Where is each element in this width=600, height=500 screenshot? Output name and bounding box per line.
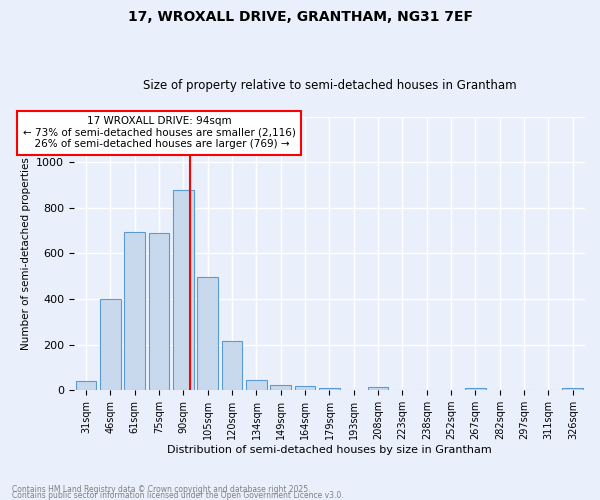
Bar: [246, 380, 267, 390]
Bar: [368, 388, 388, 390]
Y-axis label: Number of semi-detached properties: Number of semi-detached properties: [20, 157, 31, 350]
X-axis label: Distribution of semi-detached houses by size in Grantham: Distribution of semi-detached houses by …: [167, 445, 492, 455]
Text: 17, WROXALL DRIVE, GRANTHAM, NG31 7EF: 17, WROXALL DRIVE, GRANTHAM, NG31 7EF: [128, 10, 473, 24]
Bar: [124, 232, 145, 390]
Bar: [222, 341, 242, 390]
Bar: [319, 388, 340, 390]
Bar: [149, 233, 169, 390]
Bar: [76, 381, 97, 390]
Bar: [562, 388, 583, 390]
Text: Contains public sector information licensed under the Open Government Licence v3: Contains public sector information licen…: [12, 490, 344, 500]
Bar: [465, 388, 486, 390]
Bar: [271, 385, 291, 390]
Title: Size of property relative to semi-detached houses in Grantham: Size of property relative to semi-detach…: [143, 79, 516, 92]
Text: 17 WROXALL DRIVE: 94sqm
← 73% of semi-detached houses are smaller (2,116)
  26% : 17 WROXALL DRIVE: 94sqm ← 73% of semi-de…: [23, 116, 296, 150]
Bar: [197, 278, 218, 390]
Bar: [295, 386, 316, 390]
Bar: [173, 190, 194, 390]
Bar: [100, 299, 121, 390]
Text: Contains HM Land Registry data © Crown copyright and database right 2025.: Contains HM Land Registry data © Crown c…: [12, 484, 311, 494]
